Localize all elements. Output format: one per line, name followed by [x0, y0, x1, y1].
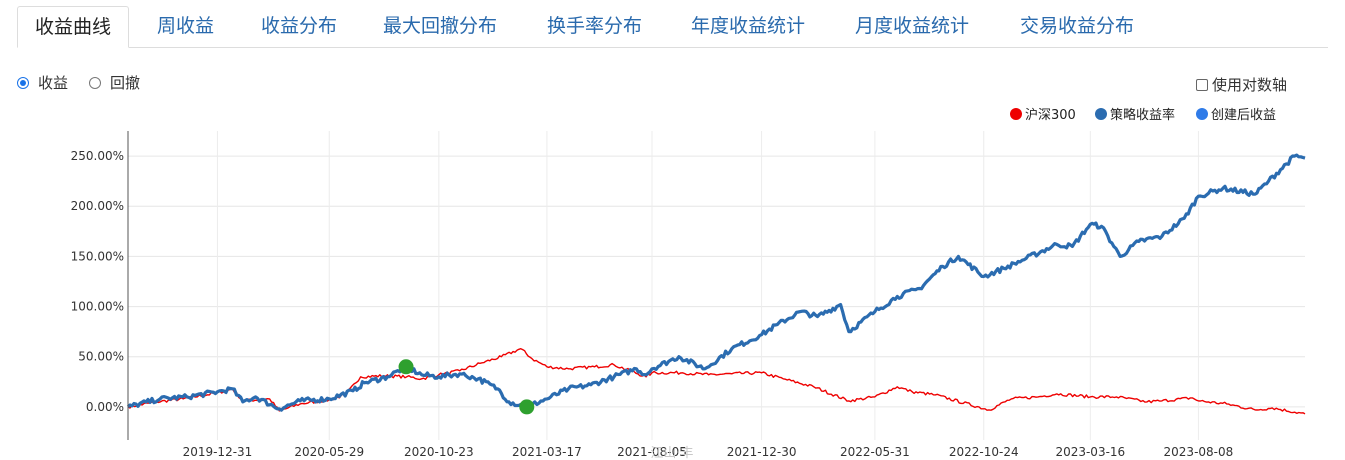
y-tick-label: 200.00%	[71, 199, 124, 213]
legend-label: 创建后收益	[1211, 108, 1277, 123]
x-tick-label: 2022-05-31	[840, 445, 910, 459]
tab-trade-return-distribution[interactable]: 交易收益分布	[1020, 15, 1135, 37]
trade-marker[interactable]	[398, 359, 414, 375]
radio-return-label: 收益	[38, 74, 69, 92]
legend-item-post-creation[interactable]: 创建后收益	[1196, 104, 1276, 123]
x-tick-label: 2021-03-17	[512, 445, 582, 459]
x-tick-label: 2023-08-08	[1164, 445, 1234, 459]
log-axis-toggle[interactable]: 使用对数轴	[1196, 74, 1287, 95]
radio-drawdown[interactable]: 回撤	[89, 72, 140, 93]
x-tick-label: 2019-12-31	[183, 445, 253, 459]
watermark-text: 江山·丰	[650, 446, 693, 460]
legend-item-hs300[interactable]: 沪深300	[1010, 104, 1076, 123]
y-axis-ticks: 0.00% 50.00% 100.00% 150.00% 200.00% 250.00%	[71, 149, 124, 414]
series-markers	[398, 359, 535, 415]
tab-weekly-return[interactable]: 周收益	[157, 15, 215, 37]
tab-max-drawdown-distribution[interactable]: 最大回撤分布	[383, 15, 498, 37]
x-tick-label: 2020-10-23	[404, 445, 474, 459]
radio-dot-selected[interactable]	[17, 76, 29, 89]
legend-swatch	[1010, 107, 1022, 120]
x-tick-label: 2023-03-16	[1055, 445, 1125, 459]
log-axis-label: 使用对数轴	[1212, 76, 1288, 94]
y-tick-label: 150.00%	[71, 249, 124, 263]
chart-tabs: 收益曲线 周收益 收益分布 最大回撤分布 换手率分布 年度收益统计 月度收益统计…	[17, 6, 1328, 48]
tab-return-curve[interactable]: 收益曲线	[17, 6, 130, 48]
x-tick-label: 2022-10-24	[949, 445, 1019, 459]
legend-swatch	[1095, 107, 1107, 120]
x-tick-label: 2021-08-05	[617, 445, 687, 459]
legend-label: 策略收益率	[1110, 108, 1176, 123]
y-tick-label: 250.00%	[71, 149, 124, 163]
y-tick-label: 0.00%	[86, 400, 124, 414]
x-axis-ticks: 2019-12-31 2020-05-29 2020-10-23 2021-03-17…	[183, 445, 1234, 459]
radio-dot[interactable]	[89, 76, 101, 89]
series-line-hs300	[127, 348, 1306, 415]
series-line-strategy	[126, 153, 1306, 412]
x-tick-label: 2020-05-29	[294, 445, 364, 459]
radio-drawdown-label: 回撤	[110, 74, 141, 92]
y-tick-label: 100.00%	[71, 300, 124, 314]
radio-return[interactable]: 收益	[17, 72, 68, 93]
x-tick-label: 2021-12-30	[727, 445, 797, 459]
legend-item-strategy[interactable]: 策略收益率	[1095, 104, 1175, 123]
y-tick-label: 50.00%	[78, 350, 124, 364]
series-lines	[126, 153, 1306, 415]
trade-marker[interactable]	[519, 399, 535, 415]
tab-annual-return-stats[interactable]: 年度收益统计	[691, 15, 806, 37]
grid-lines	[128, 131, 1305, 440]
tab-turnover-distribution[interactable]: 换手率分布	[547, 15, 643, 37]
log-axis-checkbox[interactable]	[1196, 78, 1208, 91]
legend-label: 沪深300	[1025, 108, 1076, 123]
tab-monthly-return-stats[interactable]: 月度收益统计	[855, 15, 970, 37]
tab-return-distribution[interactable]: 收益分布	[261, 15, 338, 37]
legend-swatch	[1196, 107, 1208, 120]
